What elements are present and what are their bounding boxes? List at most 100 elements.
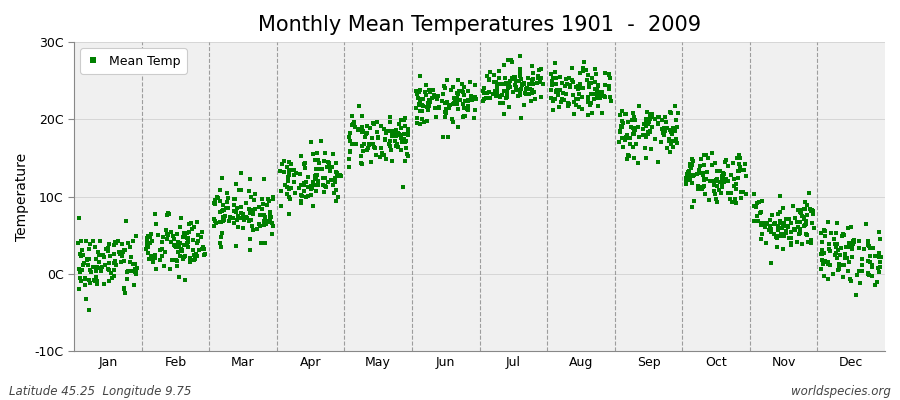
Mean Temp — [482, 77, 496, 84]
Mean Temp — [460, 106, 474, 112]
Mean Temp — [770, 244, 785, 250]
Mean Temp — [315, 182, 329, 188]
Mean Temp — [526, 81, 540, 87]
Mean Temp — [843, 242, 858, 249]
Mean Temp — [243, 210, 257, 216]
Mean Temp — [233, 215, 248, 222]
Mean Temp — [326, 150, 340, 157]
Mean Temp — [626, 129, 641, 136]
Mean Temp — [317, 158, 331, 164]
Mean Temp — [192, 247, 206, 254]
Mean Temp — [399, 138, 413, 144]
Legend: Mean Temp: Mean Temp — [80, 48, 187, 74]
Mean Temp — [816, 250, 831, 256]
Mean Temp — [582, 81, 597, 87]
Mean Temp — [614, 123, 628, 129]
Mean Temp — [590, 94, 604, 101]
Mean Temp — [255, 196, 269, 202]
Mean Temp — [180, 234, 194, 241]
Mean Temp — [208, 201, 222, 207]
Mean Temp — [489, 93, 503, 99]
Mean Temp — [220, 198, 234, 205]
Mean Temp — [416, 96, 430, 102]
Mean Temp — [530, 72, 544, 79]
Mean Temp — [169, 262, 184, 269]
Mean Temp — [330, 194, 345, 200]
Mean Temp — [779, 216, 794, 222]
Mean Temp — [89, 274, 104, 280]
Mean Temp — [325, 164, 339, 170]
Mean Temp — [697, 183, 711, 190]
Mean Temp — [194, 246, 209, 252]
Mean Temp — [845, 254, 859, 260]
Mean Temp — [328, 187, 343, 193]
Mean Temp — [166, 233, 181, 240]
Mean Temp — [242, 218, 256, 224]
Mean Temp — [575, 65, 590, 72]
Mean Temp — [426, 87, 440, 94]
Mean Temp — [852, 245, 867, 252]
Mean Temp — [581, 98, 596, 104]
Mean Temp — [95, 264, 110, 270]
Mean Temp — [262, 218, 276, 224]
Mean Temp — [297, 188, 311, 194]
Mean Temp — [418, 88, 432, 95]
Mean Temp — [786, 203, 800, 209]
Mean Temp — [615, 124, 629, 130]
Mean Temp — [582, 101, 597, 107]
Mean Temp — [422, 97, 436, 103]
Mean Temp — [731, 168, 745, 175]
Mean Temp — [280, 191, 294, 198]
Mean Temp — [181, 221, 195, 227]
Mean Temp — [309, 188, 323, 194]
Mean Temp — [358, 130, 373, 137]
Mean Temp — [710, 168, 724, 175]
Mean Temp — [860, 221, 874, 227]
Mean Temp — [389, 142, 403, 149]
Mean Temp — [293, 170, 308, 177]
Mean Temp — [490, 84, 504, 90]
Mean Temp — [777, 220, 791, 226]
Mean Temp — [357, 141, 372, 147]
Mean Temp — [643, 116, 657, 122]
Mean Temp — [154, 252, 168, 259]
Mean Temp — [396, 131, 410, 137]
Mean Temp — [575, 94, 590, 100]
Mean Temp — [301, 174, 315, 180]
Mean Temp — [571, 86, 585, 92]
Mean Temp — [822, 241, 836, 247]
Mean Temp — [707, 182, 722, 188]
Mean Temp — [548, 88, 562, 94]
Mean Temp — [376, 152, 391, 158]
Mean Temp — [458, 98, 473, 104]
Mean Temp — [651, 121, 665, 128]
Mean Temp — [574, 106, 589, 112]
Mean Temp — [814, 251, 829, 257]
Mean Temp — [554, 99, 568, 105]
Mean Temp — [590, 92, 605, 98]
Mean Temp — [844, 278, 859, 284]
Mean Temp — [284, 185, 298, 191]
Mean Temp — [733, 164, 747, 171]
Mean Temp — [265, 231, 279, 238]
Mean Temp — [72, 285, 86, 292]
Mean Temp — [418, 92, 433, 99]
Mean Temp — [842, 244, 856, 251]
Mean Temp — [657, 114, 671, 120]
Mean Temp — [183, 254, 197, 261]
Mean Temp — [81, 261, 95, 268]
Mean Temp — [168, 257, 183, 263]
Mean Temp — [763, 223, 778, 230]
Mean Temp — [92, 252, 106, 258]
Mean Temp — [580, 99, 595, 105]
Mean Temp — [723, 196, 737, 202]
Mean Temp — [206, 216, 220, 223]
Mean Temp — [102, 241, 116, 247]
Mean Temp — [775, 232, 789, 239]
Mean Temp — [547, 69, 562, 76]
Mean Temp — [866, 245, 880, 251]
Mean Temp — [74, 278, 88, 284]
Mean Temp — [591, 82, 606, 89]
Mean Temp — [697, 162, 711, 168]
Mean Temp — [428, 104, 443, 111]
